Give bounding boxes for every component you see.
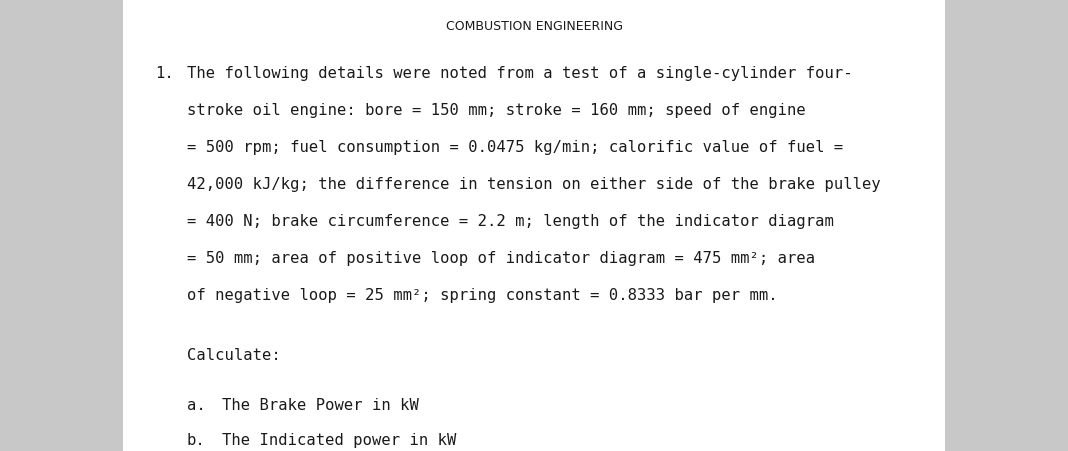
Text: of negative loop = 25 mm²; spring constant = 0.8333 bar per mm.: of negative loop = 25 mm²; spring consta…	[187, 287, 778, 302]
Text: = 50 mm; area of positive loop of indicator diagram = 475 mm²; area: = 50 mm; area of positive loop of indica…	[187, 250, 815, 265]
Text: stroke oil engine: bore = 150 mm; stroke = 160 mm; speed of engine: stroke oil engine: bore = 150 mm; stroke…	[187, 102, 805, 117]
Text: The Brake Power in kW: The Brake Power in kW	[222, 397, 419, 412]
Text: b.: b.	[187, 432, 206, 447]
Text: a.: a.	[187, 397, 206, 412]
Text: The Indicated power in kW: The Indicated power in kW	[222, 432, 456, 447]
Text: COMBUSTION ENGINEERING: COMBUSTION ENGINEERING	[445, 20, 623, 33]
Text: The following details were noted from a test of a single-cylinder four-: The following details were noted from a …	[187, 65, 852, 80]
Text: = 500 rpm; fuel consumption = 0.0475 kg/min; calorific value of fuel =: = 500 rpm; fuel consumption = 0.0475 kg/…	[187, 139, 843, 154]
Text: = 400 N; brake circumference = 2.2 m; length of the indicator diagram: = 400 N; brake circumference = 2.2 m; le…	[187, 213, 834, 228]
Text: Calculate:: Calculate:	[187, 347, 281, 362]
Text: 42,000 kJ/kg; the difference in tension on either side of the brake pulley: 42,000 kJ/kg; the difference in tension …	[187, 176, 881, 191]
Text: 1.: 1.	[155, 65, 174, 80]
